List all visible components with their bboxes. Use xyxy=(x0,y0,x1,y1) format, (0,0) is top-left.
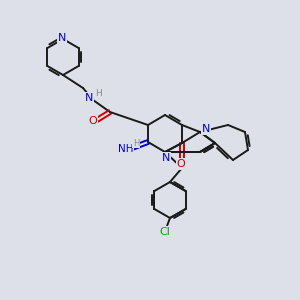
Text: N: N xyxy=(202,124,210,134)
Text: O: O xyxy=(177,159,185,169)
Text: Cl: Cl xyxy=(160,227,170,237)
Text: O: O xyxy=(88,116,98,126)
Text: N: N xyxy=(58,33,66,43)
Text: NH: NH xyxy=(118,144,134,154)
Text: N: N xyxy=(85,93,93,103)
Text: N: N xyxy=(162,153,170,163)
Text: H: H xyxy=(133,139,139,148)
Text: H: H xyxy=(94,89,101,98)
